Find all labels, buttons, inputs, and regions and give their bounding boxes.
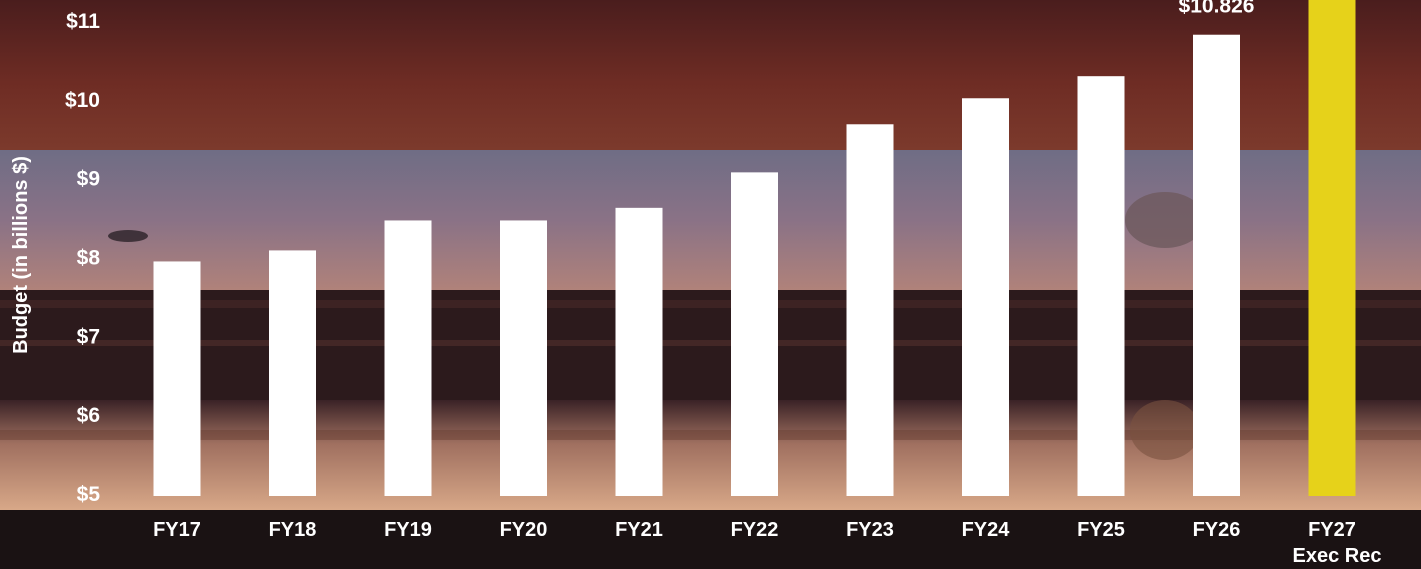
- x-axis-ticks: FY17 FY18 FY19 FY20 FY21 FY22 FY23 FY24 FY25 FY26…: [153, 519, 1381, 567]
- x-tick-label: FY23: [846, 519, 894, 541]
- y-tick-label: $11: [66, 10, 100, 33]
- y-tick-label: $7: [77, 325, 100, 348]
- y-axis-ticks: $5 $6 $7 $8 $9 $10 $11: [65, 10, 100, 506]
- bar: [1077, 76, 1125, 496]
- y-tick-label: $9: [77, 168, 100, 191]
- bars: [153, 0, 1356, 497]
- bar: [500, 220, 547, 496]
- bar: [615, 207, 663, 496]
- x-tick-label: FY18: [269, 519, 317, 541]
- y-tick-label: $10: [65, 89, 100, 112]
- bar: [846, 124, 894, 496]
- x-tick-label: FY24: [962, 519, 1011, 541]
- x-tick-label: FY26: [1193, 519, 1241, 541]
- x-tick-label: FY27 Exec Rec: [1293, 519, 1382, 567]
- bar: [269, 250, 316, 496]
- bar: [962, 98, 1009, 497]
- x-tick-label: FY19: [384, 519, 432, 541]
- y-tick-label: $5: [77, 483, 101, 506]
- bar: [1308, 0, 1356, 496]
- bar: [153, 261, 201, 496]
- y-tick-label: $8: [77, 247, 101, 270]
- x-tick-label: FY20: [500, 519, 548, 541]
- crane-silhouette: [1125, 192, 1205, 248]
- data-labels: $10.826$11.329: [1179, 0, 1255, 18]
- bar: [731, 172, 778, 497]
- y-tick-label: $6: [77, 404, 100, 427]
- bar: [1193, 34, 1240, 496]
- x-tick-label: FY22: [731, 519, 779, 541]
- x-tick-label: FY21: [615, 519, 663, 541]
- x-tick-label: FY17: [153, 519, 201, 541]
- x-tick-label: FY25: [1077, 519, 1125, 541]
- bar: [384, 220, 432, 496]
- y-axis-title-group: Budget (in billions $): [10, 156, 32, 354]
- y-axis-title: Budget (in billions $): [10, 156, 32, 354]
- data-label: $10.826: [1179, 0, 1255, 18]
